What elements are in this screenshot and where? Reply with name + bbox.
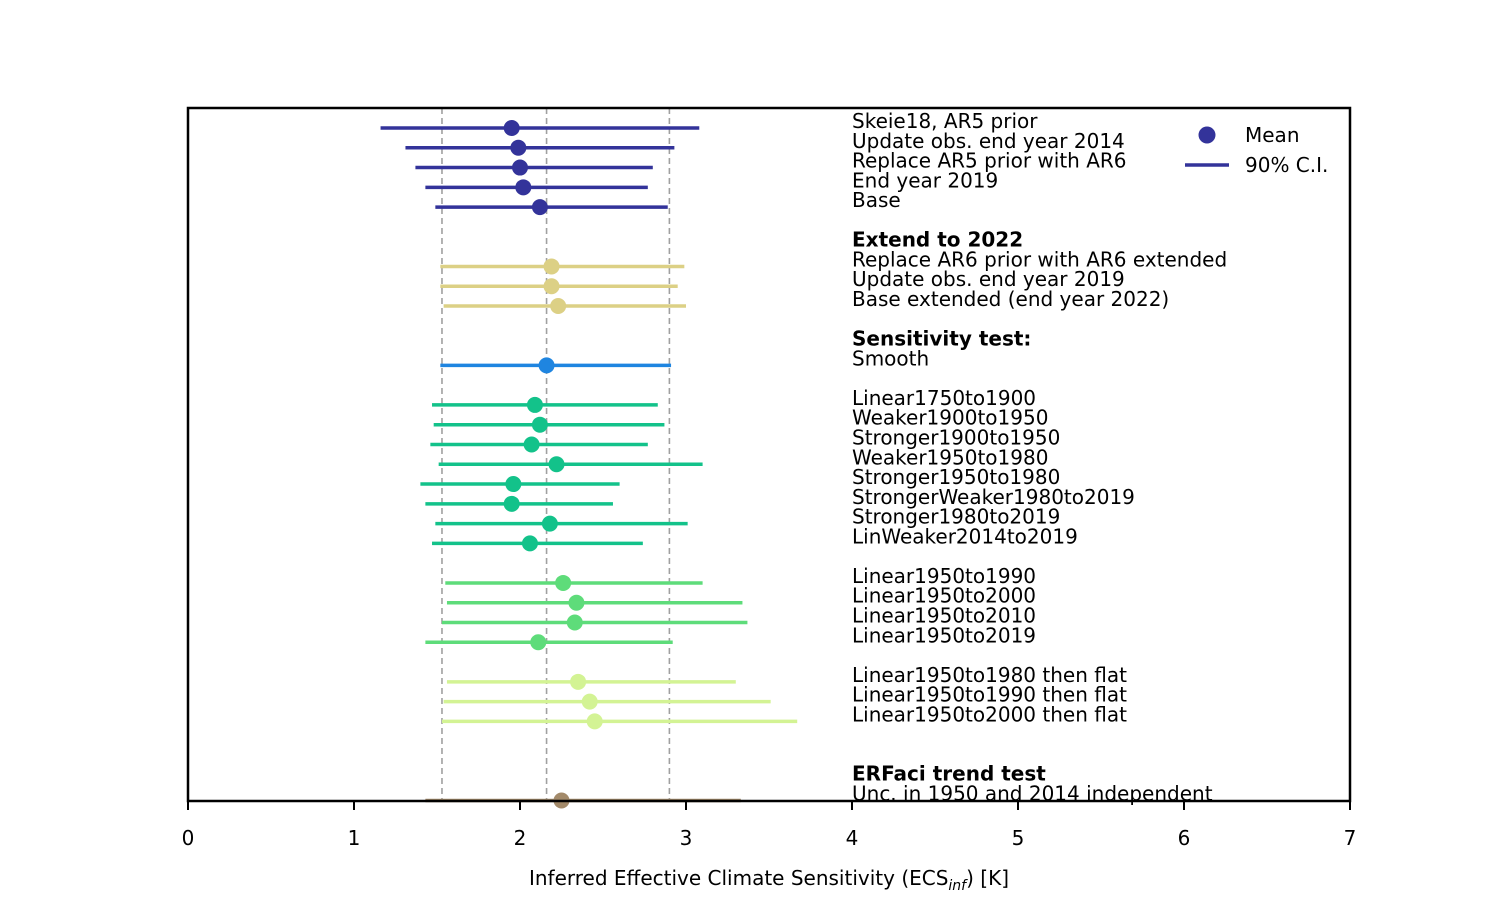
mean-marker-8 [538, 357, 555, 374]
legend-ci-label: 90% C.I. [1245, 153, 1328, 177]
row-label-12: Weaker1950to1980 [852, 445, 1048, 469]
error-bars [380, 120, 798, 809]
row-label-13: Stronger1950to1980 [852, 465, 1060, 489]
mean-marker-9 [526, 396, 543, 413]
x-tick-label-6: 6 [1178, 826, 1191, 850]
mean-marker-15 [541, 515, 558, 532]
row-label-11: Stronger1900to1950 [852, 425, 1060, 449]
row-label-22: Linear1950to1990 then flat [852, 683, 1127, 707]
x-tick-label-2: 2 [514, 826, 527, 850]
plot-frame [186, 106, 1352, 803]
mean-marker-17 [555, 574, 572, 591]
row-label-21: Linear1950to1980 then flat [852, 663, 1127, 687]
row-label-2: Replace AR5 prior with AR6 [852, 149, 1127, 173]
row-label-9: Linear1750to1900 [852, 386, 1036, 410]
mean-marker-4 [531, 199, 548, 216]
x-tick-label-7: 7 [1344, 826, 1357, 850]
x-axis-label-subscript: inf [948, 878, 968, 894]
mean-marker-3 [515, 179, 532, 196]
mean-marker-23 [586, 713, 603, 730]
mean-marker-1 [510, 139, 527, 156]
row-label-3: End year 2019 [852, 168, 998, 192]
x-axis-label-prefix: Inferred Effective Climate Sensitivity (… [529, 866, 948, 890]
legend-mean-label: Mean [1245, 123, 1300, 147]
mean-marker-21 [570, 673, 587, 690]
mean-marker-20 [530, 634, 547, 651]
mean-marker-12 [548, 456, 565, 473]
x-axis-label-suffix: ) [K] [966, 866, 1009, 890]
mean-marker-19 [566, 614, 583, 631]
legend: Mean 90% C.I. [1185, 123, 1328, 177]
row-label-15: Stronger1980to2019 [852, 505, 1060, 529]
reference-lines [441, 108, 671, 801]
row-label-6: Update obs. end year 2019 [852, 267, 1125, 291]
row-label-16: LinWeaker2014to2019 [852, 524, 1078, 548]
row-label-4: Base [852, 188, 901, 212]
row-label-17: Linear1950to1990 [852, 564, 1036, 588]
x-tick-label-1: 1 [348, 826, 361, 850]
legend-mean-marker [1198, 126, 1216, 144]
row-label-7: Base extended (end year 2022) [852, 287, 1169, 311]
mean-marker-13 [505, 476, 522, 493]
x-tick-label-3: 3 [680, 826, 693, 850]
row-label-20: Linear1950to2019 [852, 623, 1036, 647]
x-axis: 0 1 2 3 4 5 6 7 [182, 801, 1357, 850]
row-label-1: Update obs. end year 2014 [852, 129, 1125, 153]
section-header-2: ERFaci trend test [852, 762, 1046, 786]
mean-marker-2 [512, 159, 528, 176]
row-label-19: Linear1950to2010 [852, 604, 1036, 628]
x-tick-label-5: 5 [1012, 826, 1025, 850]
x-tick-label-0: 0 [182, 826, 195, 850]
mean-marker-22 [581, 693, 598, 710]
row-label-0: Skeie18, AR5 prior [852, 109, 1038, 133]
mean-marker-11 [523, 436, 540, 453]
row-label-14: StrongerWeaker1980to2019 [852, 485, 1135, 509]
row-label-10: Weaker1900to1950 [852, 406, 1048, 430]
section-header-1: Sensitivity test: [852, 327, 1031, 351]
mean-marker-10 [531, 416, 548, 433]
row-label-23: Linear1950to2000 then flat [852, 702, 1127, 726]
mean-marker-7 [550, 298, 567, 315]
x-tick-label-4: 4 [846, 826, 859, 850]
mean-marker-16 [521, 535, 538, 552]
section-header-0: Extend to 2022 [852, 228, 1023, 252]
row-label-5: Replace AR6 prior with AR6 extended [852, 247, 1227, 271]
mean-marker-0 [503, 120, 520, 136]
x-axis-label: Inferred Effective Climate Sensitivity (… [529, 866, 1009, 894]
row-label-8: Smooth [852, 346, 929, 370]
row-label-18: Linear1950to2000 [852, 584, 1036, 608]
mean-marker-5 [543, 258, 560, 275]
mean-marker-18 [568, 594, 585, 611]
mean-marker-6 [543, 278, 560, 295]
mean-marker-14 [503, 495, 520, 512]
